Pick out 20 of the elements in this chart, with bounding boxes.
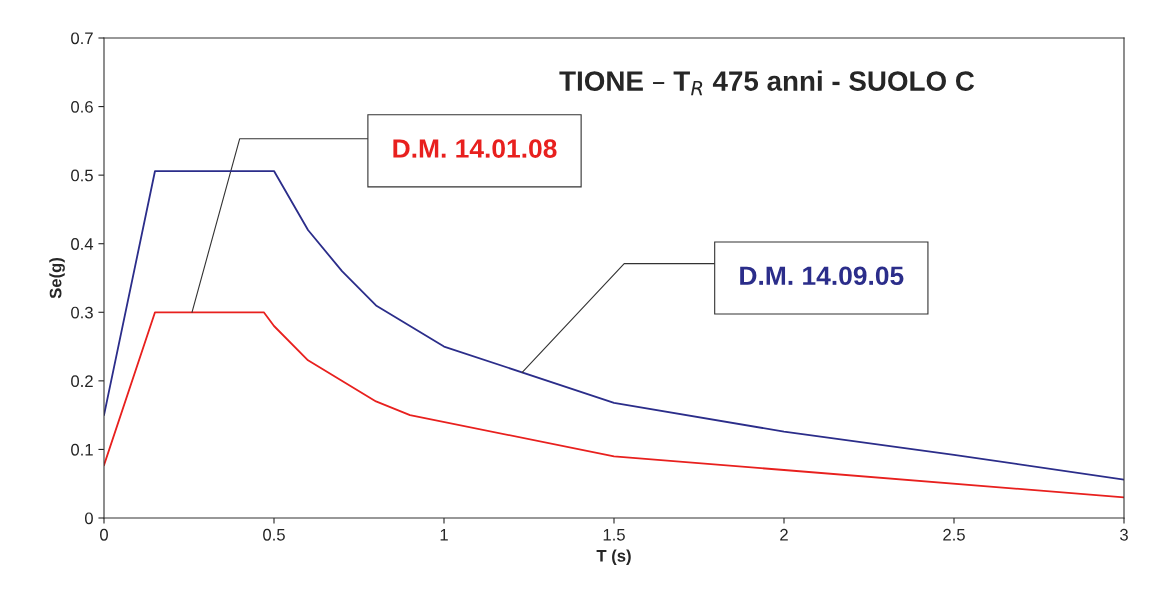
text: TIONE – T$_{R}$ 475 anni - SUOLO C (559, 70, 975, 96)
y-tick-label: 0.2 (71, 375, 93, 388)
x-tick-label: 3 (1120, 528, 1128, 541)
y-tick-label: 0.7 (71, 32, 93, 45)
y-tick-label: 0.4 (71, 238, 94, 250)
y-axis-title: Se(g) (49, 257, 65, 299)
x-tick-label: 2.5 (943, 528, 965, 541)
text: D.M. 14.01.08 (393, 139, 557, 158)
y-tick-label: 0.1 (71, 443, 93, 456)
y-tick-label: 0.3 (71, 306, 93, 319)
x-axis-title: T (s) (596, 549, 631, 566)
x-tick-label: 1.5 (603, 529, 625, 541)
y-tick-label: 0.6 (71, 100, 93, 113)
y-tick-label: 0 (84, 512, 93, 525)
text: D.M. 14.09.05 (740, 266, 904, 286)
x-tick-label: 0 (100, 528, 108, 541)
x-tick-label: 1 (440, 529, 448, 541)
x-tick-label: 0.5 (263, 528, 285, 541)
x-tick-label: 2 (780, 528, 788, 541)
y-tick-label: 0.5 (71, 169, 93, 182)
